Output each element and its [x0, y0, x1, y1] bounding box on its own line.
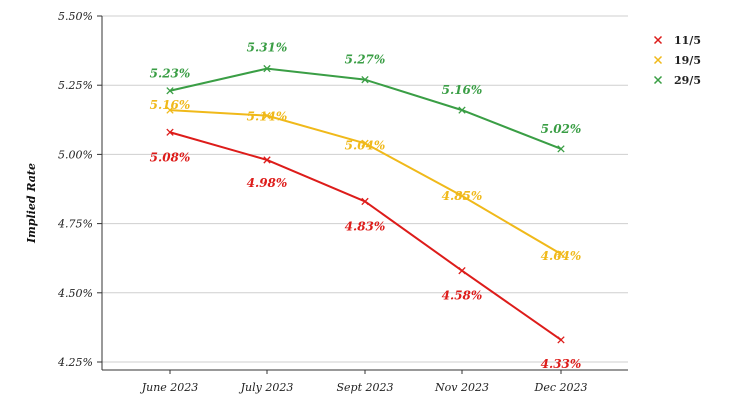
- legend-label: 11/5: [674, 34, 701, 47]
- data-label: 5.16%: [442, 83, 483, 97]
- data-label: 4.33%: [541, 357, 582, 371]
- y-tick-label: 4.25%: [57, 356, 93, 369]
- data-label: 5.27%: [345, 53, 386, 67]
- data-point: [166, 87, 174, 95]
- data-point: [263, 64, 271, 73]
- y-tick-label: 5.50%: [58, 10, 93, 23]
- legend-marker-icon: [653, 35, 663, 45]
- data-point: [166, 106, 174, 114]
- series-11-5: 5.08% 4.98% 4.83% 4.58% 4.33%: [150, 128, 582, 371]
- data-point: [458, 106, 466, 114]
- data-point: [263, 156, 271, 164]
- y-tick-label: 4.75%: [57, 218, 93, 231]
- data-label: 5.14%: [247, 110, 288, 124]
- y-axis-title: Implied Rate: [25, 163, 38, 244]
- x-tick-label: Nov 2023: [434, 381, 489, 394]
- data-point: [166, 128, 174, 136]
- data-label: 4.98%: [247, 176, 288, 190]
- data-label: 5.23%: [150, 67, 191, 81]
- data-label: 5.04%: [345, 138, 386, 152]
- x-tick-label: July 2023: [239, 381, 294, 394]
- legend-item-11-5: 11/5: [653, 34, 701, 47]
- legend-item-29-5: 29/5: [653, 74, 701, 87]
- data-label: 5.16%: [150, 98, 191, 112]
- data-label: 4.83%: [345, 219, 386, 233]
- series-line-11-5: [169, 131, 562, 341]
- series-19-5: 5.16% 5.14% 5.04% 4.85% 4.64%: [150, 98, 582, 263]
- y-tick-label: 4.50%: [57, 287, 93, 300]
- data-point: [263, 111, 271, 120]
- data-label: 4.58%: [442, 289, 483, 303]
- x-tick-labels: June 2023 July 2023 Sept 2023 Nov 2023 Dec 2…: [140, 370, 588, 394]
- legend-marker-icon: [653, 55, 663, 65]
- data-label: 4.85%: [442, 189, 483, 203]
- x-tick-label: Sept 2023: [337, 381, 394, 394]
- legend-marker-icon: [653, 75, 663, 85]
- data-point: [361, 139, 369, 147]
- legend-label: 19/5: [674, 54, 701, 67]
- data-label: 5.08%: [150, 150, 191, 164]
- data-point: [557, 145, 565, 153]
- legend-label: 29/5: [674, 74, 701, 87]
- legend-item-19-5: 19/5: [653, 54, 701, 67]
- y-tick-label: 5.25%: [58, 79, 93, 92]
- x-tick-label: Dec 2023: [534, 381, 588, 394]
- data-label: 5.02%: [541, 122, 582, 136]
- data-point: [361, 76, 369, 84]
- legend: 11/5 19/5 29/5: [653, 34, 701, 87]
- data-point: [557, 336, 565, 344]
- grid-layer: [102, 15, 628, 363]
- data-point: [361, 197, 369, 206]
- x-tick-label: June 2023: [140, 381, 199, 394]
- data-point: [557, 250, 565, 258]
- y-tick-labels: 4.25% 4.50% 4.75% 5.00% 5.25% 5.50%: [57, 10, 102, 369]
- data-point: [458, 266, 466, 275]
- data-label: 4.64%: [541, 249, 582, 263]
- series-layer: 5.08% 4.98% 4.83% 4.58% 4.33% 5.16% 5.14% 5.04%…: [150, 41, 582, 371]
- series-29-5: 5.23% 5.31% 5.27% 5.16% 5.02%: [150, 41, 582, 153]
- y-tick-label: 5.00%: [58, 148, 93, 161]
- data-point: [458, 192, 466, 200]
- data-label: 5.31%: [247, 41, 288, 55]
